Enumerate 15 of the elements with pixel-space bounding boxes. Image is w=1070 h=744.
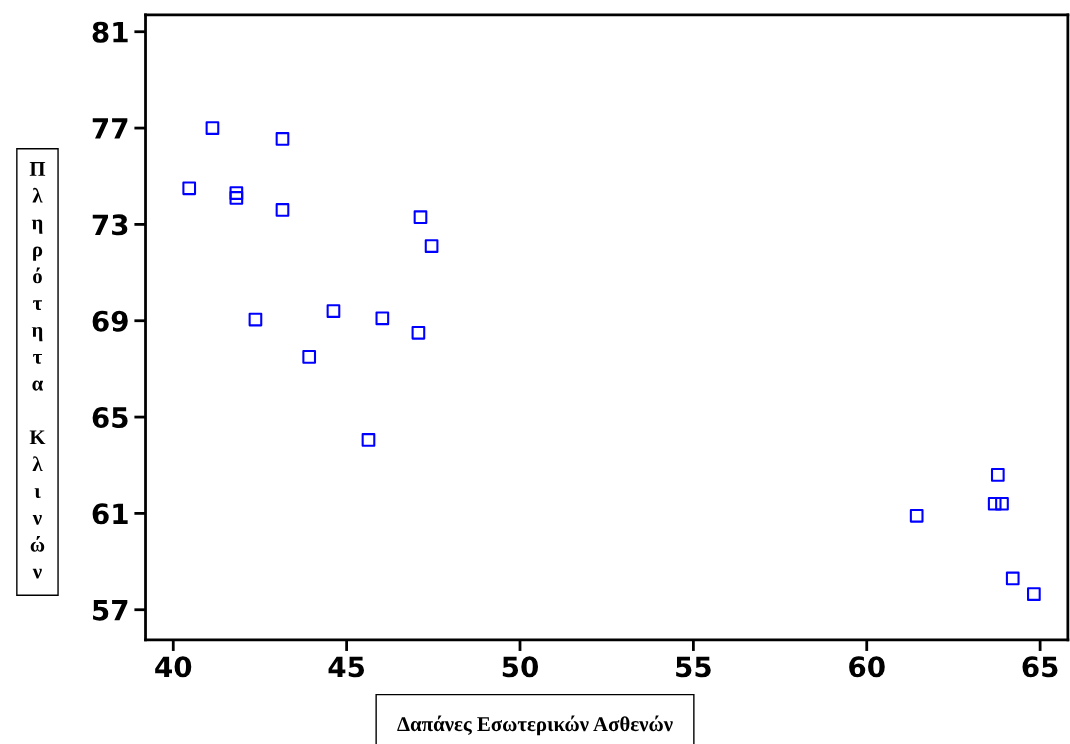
y-tick-label: 81 xyxy=(92,21,128,43)
x-tick-label: 40 xyxy=(155,656,192,678)
y-tick-label: 57 xyxy=(93,600,128,621)
y-tick-label: 73 xyxy=(92,214,128,236)
y-tick-label: 69 xyxy=(92,310,128,332)
x-tick-label: 45 xyxy=(328,656,365,678)
y-tick-label: 61 xyxy=(92,503,128,525)
x-tick-label: 55 xyxy=(676,656,711,678)
x-tick-label: 50 xyxy=(502,656,538,678)
y-tick-label: 77 xyxy=(92,118,128,139)
x-tick-label: 60 xyxy=(849,656,885,678)
x-axis-title: Δαπάνες Εσωτερικών Ασθενών xyxy=(397,715,673,736)
y-tick-label: 65 xyxy=(92,407,128,429)
x-tick-label: 65 xyxy=(1022,656,1058,678)
text: Πληρότητα Κλινών xyxy=(29,162,46,579)
